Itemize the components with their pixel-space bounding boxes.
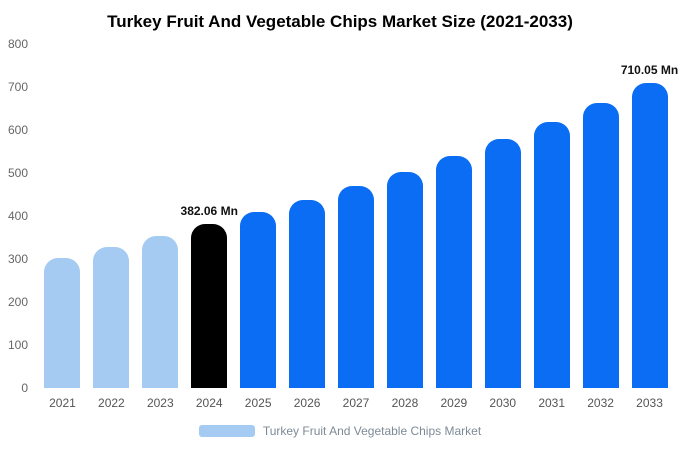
bar-2024 [191, 223, 228, 388]
bar-2027 [337, 185, 374, 388]
bar-value-label: 382.06 Mn [180, 203, 238, 218]
y-tick-label: 700 [7, 80, 28, 94]
y-tick-label: 800 [7, 37, 28, 51]
x-axis-label-2024: 2024 [195, 396, 223, 410]
bar-slot-2031 [527, 44, 576, 388]
y-tick-label: 0 [21, 381, 28, 395]
bar-value-label: 710.05 Mn [620, 62, 679, 77]
bar-2033 [631, 82, 668, 388]
y-tick-label: 500 [7, 166, 28, 180]
bar-slot-2029 [429, 44, 478, 388]
legend-label: Turkey Fruit And Vegetable Chips Market [262, 424, 482, 438]
bar-2021 [44, 257, 81, 388]
x-axis-label-2028: 2028 [391, 396, 419, 410]
x-axis-label-2031: 2031 [538, 396, 566, 410]
x-axis-label-2033: 2033 [636, 396, 663, 410]
y-tick-label: 300 [7, 252, 28, 266]
plot-area: 382.06 Mn 710.05 Mn [38, 44, 678, 388]
bar-slot-2021 [38, 44, 87, 388]
bar-2032 [582, 102, 619, 388]
x-axis: 2021 2022 2023 2024 2025 2026 2027 2028 2029 2030… [38, 396, 674, 410]
bar-2030 [484, 139, 521, 388]
x-axis-label-2026: 2026 [293, 396, 321, 410]
chart-body: 0 100 200 300 400 500 600 700 800 382.06 Mn 710.0… [8, 38, 678, 394]
bar-slot-2025 [234, 44, 283, 388]
x-axis-label-2022: 2022 [98, 396, 125, 410]
bar-slot-2028 [380, 44, 429, 388]
x-axis-label-2023: 2023 [146, 396, 174, 410]
x-axis-label-2021: 2021 [49, 396, 76, 410]
bar-slot-2033: 710.05 Mn [621, 44, 678, 388]
bar-slot-2027 [332, 44, 381, 388]
legend-item[interactable]: Turkey Fruit And Vegetable Chips Market [198, 424, 482, 438]
x-axis-label-2025: 2025 [244, 396, 272, 410]
legend: Turkey Fruit And Vegetable Chips Market [0, 424, 680, 438]
bar-slot-2023 [136, 44, 185, 388]
bar-2031 [533, 121, 570, 388]
bar-slot-2030 [478, 44, 527, 388]
bar-2029 [435, 156, 472, 388]
bar-slot-2022 [87, 44, 136, 388]
y-axis: 0 100 200 300 400 500 600 700 800 [0, 38, 32, 394]
x-axis-label-2030: 2030 [489, 396, 517, 410]
chart-title: Turkey Fruit And Vegetable Chips Market … [107, 12, 573, 31]
bar-slot-2026 [283, 44, 332, 388]
bar-2026 [289, 199, 326, 388]
bar-2022 [93, 247, 130, 388]
bar-slot-2032 [576, 44, 625, 388]
bar-2023 [142, 235, 179, 388]
bar-2028 [386, 171, 423, 388]
y-tick-label: 400 [7, 209, 28, 223]
x-axis-label-2027: 2027 [342, 396, 370, 410]
bar-slot-2024: 382.06 Mn [181, 44, 238, 388]
y-tick-label: 600 [7, 123, 28, 137]
x-axis-label-2032: 2032 [587, 396, 614, 410]
bar-2025 [240, 212, 277, 388]
x-axis-label-2029: 2029 [440, 396, 468, 410]
legend-swatch [198, 425, 255, 437]
y-tick-label: 200 [7, 295, 28, 309]
y-tick-label: 100 [7, 338, 28, 352]
